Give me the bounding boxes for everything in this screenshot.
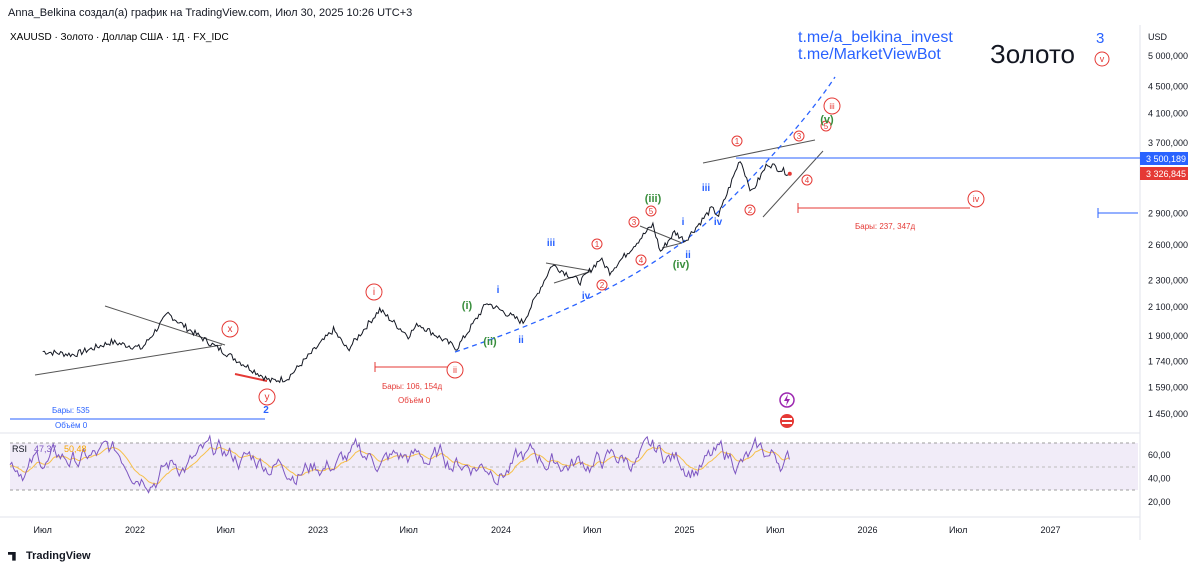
wave-label-3: 3 <box>1096 30 1104 47</box>
current-price-tag <box>1140 167 1188 180</box>
time-tick-5: 2024 <box>491 525 511 535</box>
level-price-tag-text: 3 500,189 <box>1146 154 1186 164</box>
price-tick-8: 1 900,000 <box>1148 331 1188 341</box>
wave-green-ii: (ii) <box>483 336 497 348</box>
wave-x-label: x <box>221 320 239 338</box>
svg-text:3: 3 <box>632 218 637 227</box>
svg-text:5: 5 <box>649 207 654 216</box>
wave-label-v: v <box>1094 51 1110 67</box>
elliott-drawings <box>10 76 1140 420</box>
svg-text:ii: ii <box>453 365 457 375</box>
price-tick-1: 4 500,000 <box>1148 82 1188 92</box>
wave-blue-iii-1: iii <box>547 238 556 249</box>
price-tick-4: 2 900,000 <box>1148 209 1188 219</box>
time-tick-3: 2023 <box>308 525 328 535</box>
wave-green-v: (v) <box>820 114 834 126</box>
svg-text:4: 4 <box>639 256 644 265</box>
time-tick-8: Июл <box>766 525 784 535</box>
lightning-icon[interactable] <box>779 392 795 408</box>
price-tick-0: 5 000,000 <box>1148 51 1188 61</box>
svg-text:1: 1 <box>735 137 740 146</box>
symbol-title: XAUUSD · Золото · Доллар США · 1Д · FX_I… <box>10 32 229 43</box>
rsi-value: 47,37 <box>34 444 57 454</box>
time-tick-6: Июл <box>583 525 601 535</box>
watermark-link-2[interactable]: t.me/MarketViewBot <box>798 46 941 63</box>
rsi-tick-0: 60,00 <box>1148 450 1171 460</box>
rsi-tick-1: 40,00 <box>1148 473 1171 483</box>
time-tick-10: Июл <box>949 525 967 535</box>
wave-blue-ii-1: ii <box>518 335 524 346</box>
wave-numbers: 1 2 3 4 5 1 2 3 4 5 <box>591 120 832 291</box>
svg-text:4: 4 <box>805 176 810 185</box>
wave-green-iii: (iii) <box>645 193 662 205</box>
wave-iv-label: iv <box>967 190 985 208</box>
current-price-tag-text: 3 326,845 <box>1146 169 1186 179</box>
time-tick-2: Июл <box>217 525 235 535</box>
price-unit: USD <box>1148 32 1168 42</box>
bars-annotation-3: Бары: 237, 347д <box>855 222 915 231</box>
wave-blue-2: 2 <box>263 405 269 416</box>
price-tick-11: 1 450,000 <box>1148 409 1188 419</box>
time-tick-7: 2025 <box>674 525 694 535</box>
rsi-ma-value: 50,48 <box>64 444 87 454</box>
wave-i-label: i <box>365 283 383 301</box>
time-tick-9: 2026 <box>857 525 877 535</box>
price-tick-9: 1 740,000 <box>1148 356 1188 366</box>
price-series-line <box>42 161 791 384</box>
time-tick-11: 2027 <box>1040 525 1060 535</box>
bars-annotation-2: Бары: 106, 154д <box>382 382 442 391</box>
svg-text:y: y <box>265 392 270 403</box>
wave-blue-ii-2: ii <box>685 250 691 261</box>
svg-text:3: 3 <box>797 132 802 141</box>
volume-annotation-2: Объём 0 <box>398 396 431 405</box>
svg-text:x: x <box>228 324 233 335</box>
price-tick-2: 4 100,000 <box>1148 108 1188 118</box>
svg-text:iii: iii <box>829 102 835 111</box>
time-tick-1: 2022 <box>125 525 145 535</box>
wave-blue-iv-1: iv <box>582 291 591 302</box>
wave-blue-iv-2: iv <box>714 217 723 228</box>
last-price-point <box>787 171 792 176</box>
watermark-link-1[interactable]: t.me/a_belkina_invest <box>798 29 953 46</box>
time-tick-4: Июл <box>400 525 418 535</box>
wave-y-label: y <box>258 388 276 406</box>
svg-text:1: 1 <box>595 240 600 249</box>
tradingview-icon <box>8 551 16 561</box>
tradingview-logo[interactable]: TradingView <box>8 550 91 562</box>
wave-blue-i-1: i <box>497 285 500 296</box>
bars-annotation-1: Бары: 535 <box>52 406 90 415</box>
chart-header-text: Anna_Belkina создал(а) график на Trading… <box>8 7 413 19</box>
time-tick-0: Июл <box>34 525 52 535</box>
wave-blue-i-2: i <box>682 217 685 228</box>
svg-text:v: v <box>1100 54 1105 64</box>
wave-iii-label: iii <box>823 97 841 115</box>
price-tick-3: 3 700,000 <box>1148 138 1188 148</box>
svg-text:5: 5 <box>824 122 829 131</box>
wave-blue-iii-2: iii <box>702 183 711 194</box>
price-tick-5: 2 600,000 <box>1148 240 1188 250</box>
volume-annotation-1: Объём 0 <box>55 421 88 430</box>
wave-green-i: (i) <box>462 300 473 312</box>
rsi-tick-2: 20,00 <box>1148 497 1171 507</box>
wave-ii-label: ii <box>446 361 464 379</box>
rsi-label: RSI <box>12 444 27 454</box>
price-tick-6: 2 300,000 <box>1148 276 1188 286</box>
level-price-tag <box>1140 152 1188 165</box>
watermark-title: Золото <box>990 39 1075 69</box>
svg-text:2: 2 <box>748 206 753 215</box>
svg-text:i: i <box>373 287 375 298</box>
svg-text:2: 2 <box>600 281 605 290</box>
rsi-line <box>9 434 790 494</box>
price-tick-10: 1 590,000 <box>1148 382 1188 392</box>
price-tick-7: 2 100,000 <box>1148 302 1188 312</box>
wave-green-iv: (iv) <box>673 259 690 271</box>
us-flag-icon[interactable] <box>780 414 794 428</box>
svg-text:iv: iv <box>973 194 980 204</box>
